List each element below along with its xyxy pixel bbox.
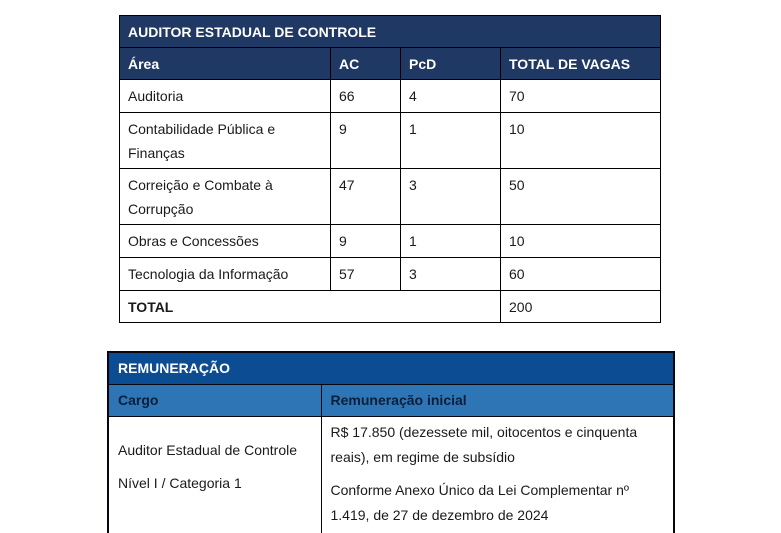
cell-area: Correição e Combate à Corrupção	[119, 168, 331, 225]
column-header-cargo: Cargo	[107, 384, 322, 417]
table-row: Tecnologia da Informação 57 3 60	[119, 257, 661, 291]
cell-total: 10	[500, 112, 661, 169]
remuneration-legal-reference: Conforme Anexo Único da Lei Complementar…	[330, 482, 630, 523]
cell-ac: 66	[330, 79, 401, 113]
cell-pcd: 1	[400, 224, 501, 258]
cell-total: 60	[500, 257, 661, 291]
column-header-pcd: PcD	[400, 47, 501, 80]
table-total-row: TOTAL 200	[119, 290, 661, 323]
remuneration-value-text: R$ 17.850 (dezessete mil, oitocentos e c…	[330, 424, 638, 465]
column-header-area: Área	[119, 47, 331, 80]
cell-pcd: 1	[400, 112, 501, 169]
total-label: TOTAL	[119, 290, 501, 323]
table-row: Contabilidade Pública e Finanças 9 1 10	[119, 112, 661, 169]
cell-ac: 9	[330, 112, 401, 169]
total-value: 200	[500, 290, 661, 323]
cell-area: Obras e Concessões	[119, 224, 331, 258]
vacancies-table-title: AUDITOR ESTADUAL DE CONTROLE	[119, 15, 661, 48]
cell-pcd: 3	[400, 257, 501, 291]
table-row: Correição e Combate à Corrupção 47 3 50	[119, 168, 661, 225]
cell-area: Contabilidade Pública e Finanças	[119, 112, 331, 169]
vacancies-table-header-row: Área AC PcD TOTAL DE VAGAS	[119, 47, 661, 80]
remuneration-table-header-row: Cargo Remuneração inicial	[107, 384, 675, 417]
table-row: Auditor Estadual de Controle Nível I / C…	[107, 416, 675, 533]
cell-cargo: Auditor Estadual de Controle Nível I / C…	[107, 416, 322, 533]
column-header-ac: AC	[330, 47, 401, 80]
cell-area: Auditoria	[119, 79, 331, 113]
vacancies-table-title-row: AUDITOR ESTADUAL DE CONTROLE	[119, 15, 661, 48]
cargo-title: Auditor Estadual de Controle	[118, 442, 297, 458]
remuneration-table-title: REMUNERAÇÃO	[107, 351, 675, 385]
vacancies-table: AUDITOR ESTADUAL DE CONTROLE Área AC PcD…	[119, 15, 661, 323]
cell-remuneracao: R$ 17.850 (dezessete mil, oitocentos e c…	[320, 416, 675, 533]
cargo-level: Nível I / Categoria 1	[118, 475, 242, 491]
column-header-total: TOTAL DE VAGAS	[500, 47, 661, 80]
column-header-remuneracao: Remuneração inicial	[320, 384, 675, 417]
cell-ac: 47	[330, 168, 401, 225]
table-row: Obras e Concessões 9 1 10	[119, 224, 661, 258]
cell-pcd: 3	[400, 168, 501, 225]
cell-total: 70	[500, 79, 661, 113]
remuneration-table: REMUNERAÇÃO Cargo Remuneração inicial Au…	[107, 351, 675, 533]
cell-area: Tecnologia da Informação	[119, 257, 331, 291]
cell-total: 10	[500, 224, 661, 258]
cell-pcd: 4	[400, 79, 501, 113]
remuneration-table-title-row: REMUNERAÇÃO	[107, 351, 675, 385]
cell-ac: 9	[330, 224, 401, 258]
table-row: Auditoria 66 4 70	[119, 79, 661, 113]
cell-total: 50	[500, 168, 661, 225]
cell-ac: 57	[330, 257, 401, 291]
